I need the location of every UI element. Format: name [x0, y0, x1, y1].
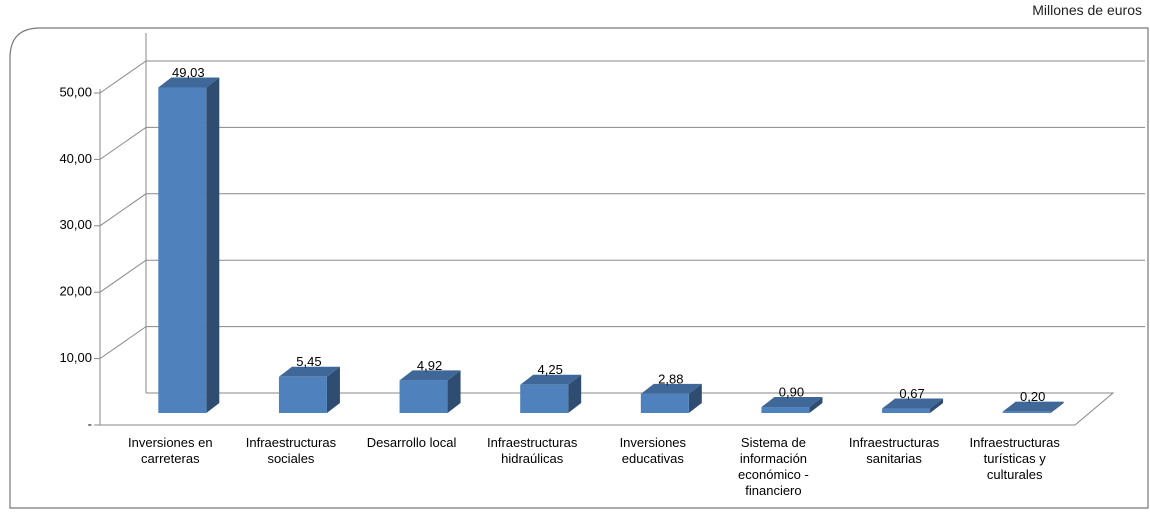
value-label: 2,88 — [658, 371, 683, 386]
bar-side — [568, 374, 582, 413]
bar — [520, 384, 569, 413]
bar-top — [1002, 401, 1064, 412]
bar — [640, 393, 689, 413]
bar — [761, 407, 810, 413]
y-tick-label: 30,00 — [59, 217, 92, 232]
bar — [1002, 411, 1051, 413]
y-tick-label: 10,00 — [59, 350, 92, 365]
bar-top — [520, 374, 582, 385]
floor — [100, 392, 1115, 426]
bar-top — [278, 366, 340, 377]
bar-top — [761, 397, 823, 408]
grid-line — [99, 326, 1145, 360]
value-label: 0,90 — [779, 384, 804, 399]
bar-side — [206, 77, 220, 414]
unit-note: Millones de euros — [1032, 2, 1142, 18]
grid-line — [99, 126, 1145, 160]
bar-top — [640, 383, 702, 394]
bar-side — [447, 370, 461, 413]
y-tick-label: - — [88, 416, 92, 431]
bar-side — [688, 383, 702, 413]
bar-side — [1050, 401, 1064, 413]
value-label: 5,45 — [296, 354, 321, 369]
x-tick-label: Desarrollo local — [366, 435, 457, 450]
x-tick-label: Infraestructuras sociales — [245, 435, 337, 466]
grid-line — [99, 259, 1145, 293]
bar — [278, 376, 327, 413]
bar — [399, 380, 448, 413]
y-tick-label: 20,00 — [59, 284, 92, 299]
x-tick-label: Infraestructuras sanitarias — [848, 435, 940, 466]
x-tick-label: Inversiones en carreteras — [128, 435, 213, 466]
x-tick-label: Inversiones educativas — [619, 435, 687, 466]
x-tick-label: Infraestructuras turísticas y culturales — [969, 435, 1060, 482]
bar-top — [399, 370, 461, 381]
grid-line — [99, 193, 1145, 227]
y-tick-label: 40,00 — [59, 151, 92, 166]
x-tick-label: Sistema de información económico - finan… — [738, 435, 809, 498]
bar-side — [930, 398, 944, 413]
value-label: 4,92 — [417, 358, 442, 373]
grid-line — [99, 60, 1145, 94]
value-label: 49,03 — [172, 65, 205, 80]
bar-side — [809, 397, 823, 413]
value-label: 0,20 — [1020, 389, 1045, 404]
chart-frame — [9, 27, 1149, 509]
bar-top — [882, 398, 944, 409]
bar — [158, 87, 207, 414]
value-label: 4,25 — [538, 362, 563, 377]
x-tick-label: Infraestructuras hidraúlicas — [487, 435, 578, 466]
bar — [882, 408, 931, 413]
y-tick-label: 50,00 — [59, 84, 92, 99]
value-label: 0,67 — [899, 386, 924, 401]
bar-top — [158, 77, 220, 88]
bar-side — [326, 366, 340, 413]
